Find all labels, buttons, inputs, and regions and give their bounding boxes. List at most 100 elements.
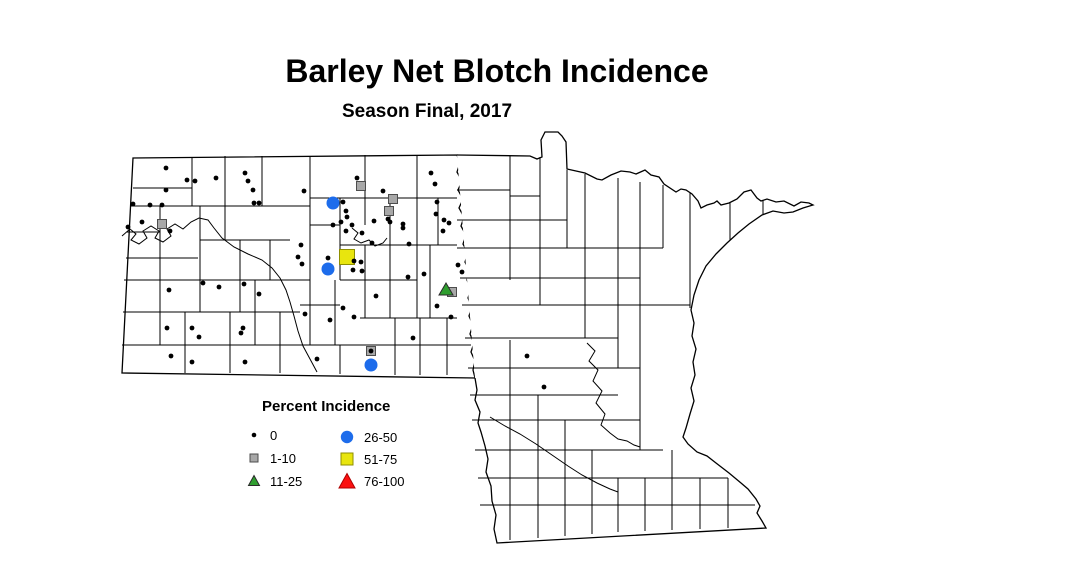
legend-item-label: 0 (270, 427, 278, 443)
marker-square-1-10 (356, 181, 366, 191)
marker-dot-0 (242, 359, 248, 365)
map-title: Barley Net Blotch Incidence (285, 53, 709, 89)
marker-triangle-11-25 (438, 282, 454, 296)
marker-dot-0 (344, 214, 350, 220)
marker-dot-0 (440, 228, 446, 234)
square-51-75-icon (340, 452, 354, 466)
marker-dot-0 (256, 200, 262, 206)
marker-dot-0 (216, 284, 222, 290)
legend-item-label: 51-75 (364, 451, 398, 467)
marker-square-1-10 (157, 219, 167, 229)
marker-dot-0 (343, 208, 349, 214)
square-1-10-icon (249, 453, 259, 463)
markers-11-25 (438, 282, 454, 296)
markers-0 (125, 165, 547, 390)
marker-dot-0 (368, 348, 374, 354)
legend-item-label: 1-10 (270, 450, 297, 466)
marker-dot-0 (448, 314, 454, 320)
marker-dot-0 (196, 334, 202, 340)
legend-item-0: 0 (245, 425, 277, 445)
devils-lake-line (351, 227, 388, 247)
marker-dot-0 (189, 325, 195, 331)
marker-dot-0 (410, 335, 416, 341)
marker-dot-0 (371, 218, 377, 224)
marker-dot-0 (350, 267, 356, 273)
marker-dot-0 (351, 314, 357, 320)
marker-dot-0 (163, 165, 169, 171)
marker-dot-0 (459, 269, 465, 275)
marker-dot-0 (354, 175, 360, 181)
marker-dot-0 (192, 178, 198, 184)
markers-26-50 (321, 196, 378, 372)
marker-dot-0 (238, 330, 244, 336)
legend-item-26-50: 26-50 (337, 427, 397, 447)
marker-dot-0 (338, 219, 344, 225)
marker-dot-0 (166, 287, 172, 293)
marker-dot-0 (441, 217, 447, 223)
missouri-river-line (121, 217, 318, 373)
legend-item-label: 76-100 (364, 473, 405, 489)
circle-26-50-icon (340, 430, 354, 444)
marker-dot-0 (130, 201, 136, 207)
triangle-11-25-icon (247, 474, 261, 486)
legend-item-label: 26-50 (364, 429, 398, 445)
marker-dot-0 (164, 325, 170, 331)
marker-dot-0 (330, 222, 336, 228)
marker-dot-0 (380, 188, 386, 194)
marker-dot-0 (302, 311, 308, 317)
marker-dot-0 (147, 202, 153, 208)
marker-square-51-75 (339, 249, 355, 265)
marker-dot-0 (299, 261, 305, 267)
marker-dot-0 (167, 228, 173, 234)
minnesota-county-lines (457, 156, 764, 540)
triangle-76-100-icon (338, 472, 356, 489)
state-minnesota-outline (456, 131, 815, 544)
marker-dot-0 (524, 353, 530, 359)
marker-dot-0 (340, 305, 346, 311)
marker-dot-0 (241, 281, 247, 287)
marker-dot-0 (251, 200, 257, 206)
marker-square-1-10 (384, 206, 394, 216)
marker-layer (125, 165, 547, 390)
marker-dot-0 (163, 187, 169, 193)
marker-dot-0 (541, 384, 547, 390)
marker-dot-0 (406, 241, 412, 247)
marker-dot-0 (184, 177, 190, 183)
map-subtitle: Season Final, 2017 (341, 101, 513, 122)
markers-51-75 (339, 249, 355, 265)
marker-dot-0 (358, 259, 364, 265)
marker-dot-0 (428, 170, 434, 176)
minnesota-river-line (489, 416, 619, 493)
legend-title: Percent Incidence (262, 398, 391, 415)
marker-dot-0 (405, 274, 411, 280)
marker-dot-0 (400, 221, 406, 227)
marker-dot-0 (373, 293, 379, 299)
marker-dot-0 (295, 254, 301, 260)
marker-dot-0 (400, 225, 406, 231)
marker-dot-0 (245, 178, 251, 184)
marker-dot-0 (189, 359, 195, 365)
dot-0-icon (251, 432, 257, 438)
marker-dot-0 (301, 188, 307, 194)
marker-dot-0 (200, 280, 206, 286)
marker-dot-0 (327, 317, 333, 323)
legend-item-11-25: 11-25 (245, 471, 302, 491)
marker-circle-26-50 (364, 358, 378, 372)
marker-dot-0 (387, 219, 393, 225)
legend-item-76-100: 76-100 (337, 471, 404, 491)
marker-dot-0 (168, 353, 174, 359)
marker-dot-0 (325, 255, 331, 261)
marker-dot-0 (213, 175, 219, 181)
marker-dot-0 (314, 356, 320, 362)
marker-dot-0 (421, 271, 427, 277)
legend-item-label: 11-25 (270, 473, 303, 489)
mississippi-river-line (586, 342, 641, 448)
marker-dot-0 (139, 219, 145, 225)
marker-dot-0 (432, 181, 438, 187)
marker-dot-0 (240, 325, 246, 331)
marker-dot-0 (349, 222, 355, 228)
marker-dot-0 (242, 170, 248, 176)
legend-item-1-10: 1-10 (245, 448, 296, 468)
